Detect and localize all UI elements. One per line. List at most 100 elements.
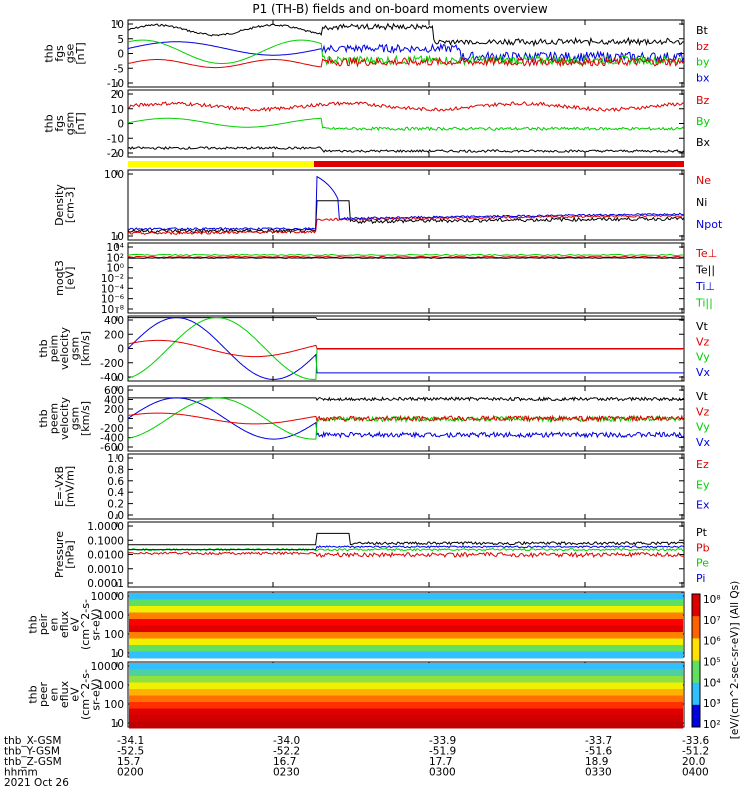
legend-entry: Vx [696, 366, 711, 379]
y-tick-label: 100 [104, 699, 124, 711]
legend-entry: Vt [696, 390, 709, 403]
y-axis-label: velocity [58, 327, 71, 370]
colorbar-segment [692, 638, 700, 661]
legend-entry: Ti⊥ [695, 280, 715, 293]
spectrogram-band [129, 708, 683, 716]
y-axis-label: peem [48, 403, 61, 434]
x-tick-label: 0200 [117, 767, 144, 779]
legend-entry: Vx [696, 436, 711, 449]
y-tick-label: -20 [107, 148, 124, 160]
colorbar-segment [692, 704, 700, 728]
spectrogram-band [129, 632, 683, 639]
x-tick-label: -51.9 [429, 746, 456, 758]
y-axis-label: [km/s] [79, 331, 92, 366]
y-tick-label: 1000 [97, 680, 124, 692]
series-vy [127, 317, 684, 380]
y-axis-label: E=-VxB [53, 466, 66, 507]
x-axis-row-label: hhmm [4, 767, 38, 779]
legend-entry: Te⊥ [695, 247, 717, 260]
y-axis-label: eflux [58, 680, 71, 708]
x-tick-label: 16.7 [273, 756, 296, 768]
x-tick-label: -34.0 [273, 735, 300, 747]
x-tick-label: -52.5 [117, 746, 144, 758]
y-tick-label: 0 [117, 344, 124, 356]
series-vz [127, 412, 685, 425]
y-tick-label: 10⁰ [106, 263, 124, 275]
y-axis-label: thb [42, 44, 55, 62]
x-tick-label: 0300 [429, 767, 456, 779]
legend-entry: Bz [696, 94, 710, 107]
y-axis-label: thb [37, 339, 50, 357]
y-tick-label: 5 [117, 34, 124, 46]
panel-frame [127, 169, 685, 241]
y-tick-label: 400 [104, 315, 124, 327]
y-tick-label: 10² [106, 252, 124, 264]
spectrogram-band [129, 619, 683, 626]
series-vx [127, 317, 684, 380]
legend-entry: Ez [696, 458, 709, 471]
series-bz [127, 55, 685, 69]
legend-entry: Vy [696, 351, 710, 364]
legend-entry: Vt [696, 320, 709, 333]
legend-entry: Vz [696, 335, 710, 348]
spectrogram-band [129, 612, 683, 620]
y-tick-label: 0.6 [107, 476, 124, 488]
y-tick-label: 10⁻⁴ [101, 283, 124, 295]
y-tick-label: 1000 [97, 610, 124, 622]
legend-entry: By [696, 115, 711, 128]
spectrogram-band [129, 663, 683, 670]
y-axis-label: [eV] [63, 267, 76, 290]
x-tick-label: 0330 [585, 767, 612, 779]
y-axis-label: en [48, 688, 61, 702]
spectrogram-band [129, 651, 683, 659]
y-axis-label: thb [27, 685, 40, 703]
x-tick-label: 18.9 [585, 756, 608, 768]
y-tick-label: 100 [104, 629, 124, 641]
x-axis-row-label: thb_X-GSM [4, 735, 61, 747]
colorbar-label: [eV/(cm^2-sec-sr-eV)] (All Qs) [729, 581, 741, 740]
y-tick-label: 10000 [91, 591, 124, 603]
series-vx [127, 397, 685, 440]
panel-3: Density[cm-3]10010NeNiNpot [53, 169, 723, 243]
x-tick-label: 15.7 [117, 756, 140, 768]
spectrogram-band [129, 645, 683, 652]
legend-entry: Ne [696, 174, 711, 187]
panel-7: E=-VxB[mV/m] 1.00.80.60.40.20.0 Ez Ey Ex [53, 453, 710, 522]
series-by-gsm [127, 117, 685, 132]
y-tick-label: 0 [117, 119, 124, 131]
y-axis-label: gsm [63, 112, 76, 135]
y-tick-label: -10 [107, 133, 124, 145]
series-pi [128, 545, 685, 551]
y-axis-label: eV [69, 687, 82, 702]
series-ne [127, 214, 685, 236]
y-axis-label: fgs [53, 115, 66, 132]
y-tick-label: 10000 [91, 661, 124, 673]
y-axis-label: [mV/m] [63, 466, 76, 507]
y-tick-label: 100 [104, 169, 124, 181]
spectrogram-band [129, 682, 683, 690]
y-axis-label: thb [42, 114, 55, 132]
x-tick-label: 0400 [682, 767, 709, 779]
y-tick-label: 10⁻⁶ [101, 294, 124, 306]
y-axis-label: (cm^2-s- [79, 599, 92, 650]
mode-bar-slow [128, 161, 314, 167]
y-axis-label: [nT] [74, 42, 87, 64]
x-tick-label: -51.2 [682, 746, 709, 758]
y-axis-label: gsm [69, 337, 82, 360]
colorbar-tick: 10⁴ [703, 677, 721, 689]
legend-entry: Pe [696, 557, 709, 570]
spectrogram-band [129, 676, 683, 683]
y-tick-label: -600 [100, 442, 124, 454]
spectrogram-band [129, 669, 683, 677]
y-axis-label: thb [37, 409, 50, 427]
y-tick-label: -400 [100, 433, 124, 445]
spectrogram-band [129, 625, 683, 633]
y-axis-label: Pressure [53, 531, 66, 578]
chart-title: P1 (TH-B) fields and on-board moments ov… [252, 2, 548, 16]
series-bt [127, 22, 685, 48]
x-tick-label: -33.9 [429, 735, 456, 747]
